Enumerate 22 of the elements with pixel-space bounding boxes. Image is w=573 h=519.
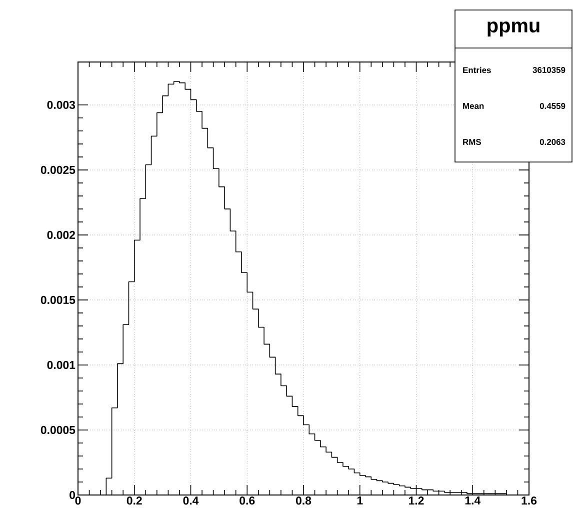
text: 0.4559	[540, 103, 566, 109]
x-tick-label: 1.4	[465, 496, 481, 504]
annotation: RMS	[463, 139, 482, 145]
y-tick-label: 0.002	[47, 230, 76, 239]
x-tick-label: 1.6	[522, 496, 537, 505]
x-tick-label: 1	[357, 496, 363, 504]
text: 0.2063	[540, 139, 566, 145]
x-tick-label: 0.2	[126, 496, 142, 505]
x-tick-label: 0	[75, 496, 81, 505]
annotation: Mean	[463, 103, 484, 109]
chart-title: ppmu	[488, 22, 540, 36]
y-tick-label: 0.0015	[40, 296, 76, 304]
annotation: Entries	[463, 66, 491, 74]
y-tick-label: 0.001	[47, 360, 76, 370]
y-tick-label: 0.003	[47, 100, 76, 109]
text: 3610359	[532, 66, 566, 73]
x-tick-label: 0.8	[296, 496, 312, 505]
x-tick-label: 1.2	[409, 496, 424, 505]
y-tick-label: 0.0025	[40, 166, 76, 174]
x-tick-label: 0.4	[183, 496, 199, 505]
x-tick-label: 0.6	[240, 496, 255, 505]
y-tick-label: 0.0005	[40, 426, 76, 434]
